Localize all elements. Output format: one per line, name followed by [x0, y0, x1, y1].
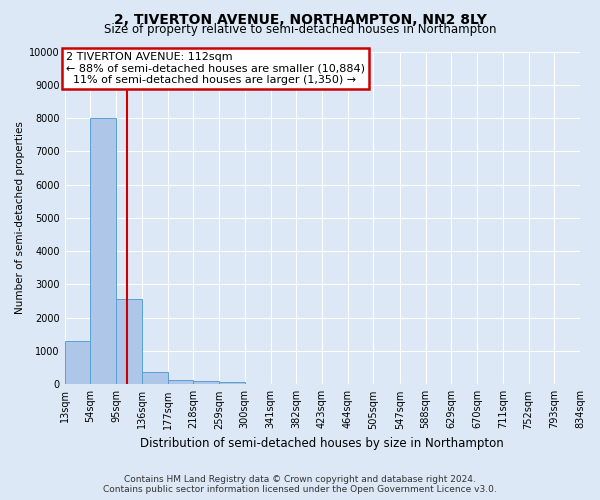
Bar	[193, 381, 219, 384]
Text: 2 TIVERTON AVENUE: 112sqm
← 88% of semi-detached houses are smaller (10,884)
  1: 2 TIVERTON AVENUE: 112sqm ← 88% of semi-…	[66, 52, 365, 86]
Text: 2, TIVERTON AVENUE, NORTHAMPTON, NN2 8LY: 2, TIVERTON AVENUE, NORTHAMPTON, NN2 8LY	[113, 12, 487, 26]
Bar	[167, 380, 193, 384]
Bar	[219, 382, 245, 384]
X-axis label: Distribution of semi-detached houses by size in Northampton: Distribution of semi-detached houses by …	[140, 437, 504, 450]
Bar	[65, 341, 91, 384]
Bar	[116, 300, 142, 384]
Text: Contains HM Land Registry data © Crown copyright and database right 2024.
Contai: Contains HM Land Registry data © Crown c…	[103, 474, 497, 494]
Y-axis label: Number of semi-detached properties: Number of semi-detached properties	[15, 122, 25, 314]
Text: Size of property relative to semi-detached houses in Northampton: Size of property relative to semi-detach…	[104, 22, 496, 36]
Bar	[91, 118, 116, 384]
Bar	[142, 372, 167, 384]
